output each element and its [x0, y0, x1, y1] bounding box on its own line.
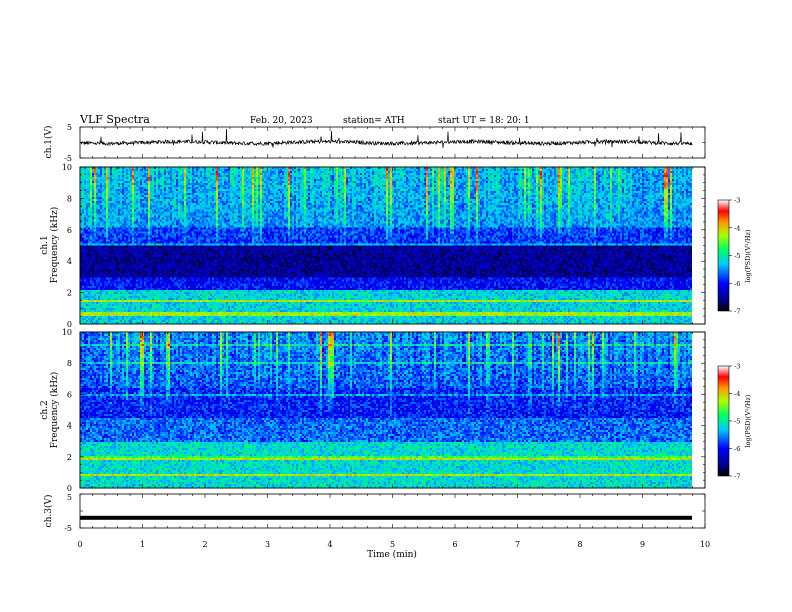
ch3-waveform-frame [79, 493, 706, 529]
ch3-ytick-bottom: -5 [64, 524, 72, 533]
x-tick-label: 6 [452, 540, 457, 549]
frequency-tick-label: 0 [67, 320, 72, 329]
colorbar-tick-label: -4 [734, 390, 740, 398]
ch3-waveform-line [80, 515, 692, 520]
x-tick-label: 10 [700, 540, 710, 549]
ch2-colorbar-label: log(PSD)(V²/Hz) [744, 394, 752, 447]
ch1-waveform-line [79, 128, 693, 149]
start-time-label: start UT = 18: 20: 1 [438, 116, 530, 126]
ch2-frequency-ticks: 0 2 4 6 8 10 [62, 328, 705, 493]
x-tick-label: 9 [640, 540, 645, 549]
colorbar-tick-label: -4 [734, 224, 740, 232]
frequency-tick-label: 2 [67, 289, 72, 298]
ch2-spectrogram-panel: 0 2 4 6 8 10 ch.2 Frequency (kHz) [40, 328, 706, 493]
x-tick-label: 3 [265, 540, 270, 549]
ch2-channel-label: ch.2 [40, 400, 50, 419]
ch3-waveform-ylabel: ch.3(V) [43, 495, 54, 528]
colorbar-tick-label: -7 [734, 308, 740, 316]
frequency-tick-label: 4 [67, 422, 72, 431]
x-tick-label: 4 [327, 540, 332, 549]
x-tick-label: 2 [202, 540, 207, 549]
ch1-spectrogram-ticks [79, 167, 706, 324]
ch1-spectrogram-image [80, 167, 692, 324]
frequency-tick-label: 0 [67, 484, 72, 493]
x-axis-tick-labels: 0 1 2 3 4 5 6 7 8 9 10 [77, 540, 710, 549]
ch2-spectrogram-image [80, 332, 692, 488]
ch1-colorbar-ticks: -3 -4 -5 -6 -7 [717, 197, 740, 316]
x-axis-label: Time (min) [367, 549, 417, 560]
ch1-channel-label: ch.1 [40, 235, 50, 254]
x-tick-label: 7 [515, 540, 520, 549]
ch1-spectrogram-panel: 0 2 4 6 8 10 ch.1 Frequency (kHz) [40, 163, 706, 329]
date-label: Feb. 20, 2023 [250, 116, 313, 126]
colorbar-tick-label: -3 [734, 197, 740, 205]
ch2-colorbar-scale [718, 366, 729, 476]
colorbar-tick-label: -5 [734, 252, 740, 260]
station-label: station= ATH [343, 116, 405, 126]
frequency-tick-label: 8 [67, 194, 72, 203]
ch3-waveform-ticks [79, 493, 706, 529]
ch2-colorbar-ticks: -3 -4 -5 -6 -7 [717, 363, 740, 481]
colorbar-tick-label: -6 [734, 445, 740, 453]
ch1-colorbar: -3 -4 -5 -6 -7 log(PSD)(V²/Hz) [717, 197, 752, 316]
ch3-ytick-top: 5 [67, 493, 72, 502]
colorbar-tick-label: -3 [734, 363, 740, 371]
x-tick-label: 0 [77, 540, 82, 549]
ch1-colorbar-label: log(PSD)(V²/Hz) [744, 229, 752, 282]
ch3-waveform-panel: 5 -5 ch.3(V) [43, 493, 706, 533]
ch1-frequency-ticks: 0 2 4 6 8 10 [62, 163, 705, 329]
ch2-spectrogram-ticks [79, 332, 706, 488]
frequency-tick-label: 8 [67, 359, 72, 368]
colorbar-tick-label: -7 [734, 473, 740, 481]
ch1-ytick-bottom: -5 [64, 154, 72, 163]
ch2-frequency-label: Frequency (kHz) [49, 372, 60, 449]
frequency-tick-label: 10 [62, 163, 72, 172]
x-tick-label: 8 [577, 540, 582, 549]
frequency-tick-label: 2 [67, 453, 72, 462]
ch1-colorbar-scale [718, 200, 729, 311]
frequency-tick-label: 4 [67, 257, 72, 266]
colorbar-tick-label: -6 [734, 280, 740, 288]
ch1-waveform-ylabel: ch.1(V) [43, 126, 54, 159]
colorbar-tick-label: -5 [734, 418, 740, 426]
frequency-tick-label: 6 [67, 226, 72, 235]
x-tick-label: 1 [140, 540, 145, 549]
figure-title: VLF Spectra [79, 113, 150, 126]
ch2-colorbar: -3 -4 -5 -6 -7 log(PSD)(V²/Hz) [717, 363, 752, 481]
frequency-tick-label: 10 [62, 328, 72, 337]
ch1-waveform-panel: 5 -5 ch.1(V) [43, 123, 706, 163]
ch1-waveform-ticks [79, 126, 706, 159]
ch1-frequency-label: Frequency (kHz) [49, 207, 60, 284]
ch1-ytick-top: 5 [67, 123, 72, 132]
frequency-tick-label: 6 [67, 390, 72, 399]
x-tick-label: 5 [390, 540, 395, 549]
